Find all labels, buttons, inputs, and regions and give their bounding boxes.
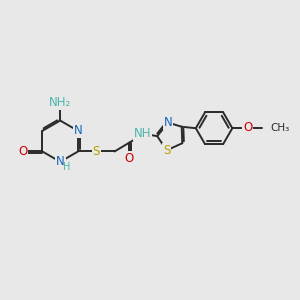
Text: NH: NH — [134, 127, 151, 140]
Text: O: O — [243, 122, 252, 134]
Text: O: O — [125, 152, 134, 165]
Text: S: S — [93, 145, 100, 158]
Text: O: O — [18, 145, 28, 158]
Text: N: N — [74, 124, 82, 137]
Text: S: S — [163, 144, 170, 157]
Text: NH₂: NH₂ — [49, 96, 71, 109]
Text: CH₃: CH₃ — [270, 123, 289, 133]
Text: N: N — [56, 155, 64, 168]
Text: N: N — [164, 116, 172, 129]
Text: H: H — [63, 162, 70, 172]
